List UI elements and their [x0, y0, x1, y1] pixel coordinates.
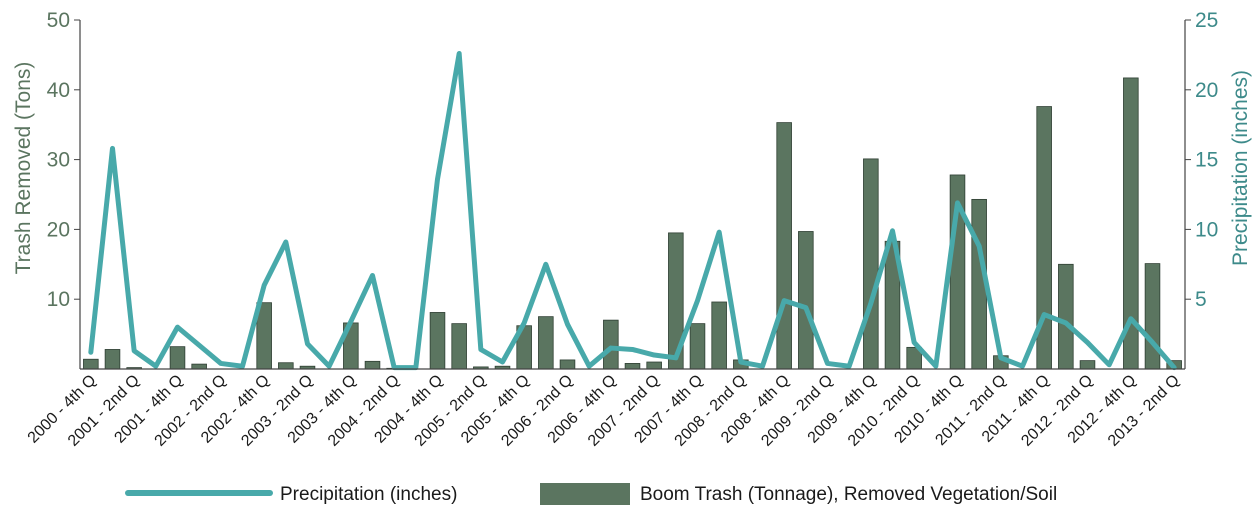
bar-series: [83, 77, 1182, 370]
legend: Precipitation (inches) Boom Trash (Tonna…: [125, 483, 1057, 505]
bar-2009-4thq: [863, 158, 879, 370]
right-axis-title: Precipitation (inches): [1229, 70, 1252, 266]
left-tick-label: 20: [47, 218, 70, 241]
bar-2012-1stq: [1058, 263, 1074, 370]
line-series: [88, 51, 1177, 371]
bar-2004-4thq: [429, 312, 446, 370]
axes: [79, 20, 1186, 370]
right-tick-label: 15: [1195, 149, 1218, 172]
precipitation-line: [88, 51, 1177, 371]
bar-2006-4thq: [603, 319, 619, 370]
left-axis-title: Trash Removed (Tons): [12, 62, 35, 275]
left-tick-label: 10: [47, 288, 70, 311]
right-axis-ticks: 5 10 15 20 25: [1185, 9, 1218, 311]
bar-2007-1stq: [624, 363, 641, 370]
right-tick-label: 20: [1195, 79, 1218, 102]
bar-2006-1stq: [538, 316, 554, 370]
bar-2001-1stq: [104, 349, 121, 370]
left-tick-label: 50: [47, 9, 70, 32]
left-axis-ticks: 10 20 30 40 50: [47, 9, 80, 311]
right-tick-label: 10: [1195, 218, 1218, 241]
left-tick-label: 30: [47, 149, 70, 172]
bar-2006-2ndq: [559, 359, 576, 370]
bar-2007-2ndq: [646, 361, 662, 370]
bar-2001-4thq: [169, 346, 186, 370]
bar-2008-1stq: [711, 301, 727, 370]
bar-2002-1stq: [191, 363, 207, 370]
bar-2008-4thq: [776, 122, 792, 370]
left-tick-label: 40: [47, 79, 70, 102]
right-tick-label: 25: [1195, 9, 1218, 32]
bar-2004-1stq: [364, 360, 381, 370]
bar-2000-4thq: [83, 358, 99, 370]
legend-line-label: Precipitation (inches): [280, 484, 457, 505]
bar-2005-1stq: [451, 323, 467, 370]
bar-2007-4thq: [689, 323, 706, 370]
bar-2003-1stq: [278, 362, 294, 370]
bar-2012-2ndq: [1079, 360, 1096, 370]
right-tick-label: 5: [1195, 288, 1207, 311]
legend-bar-swatch: [540, 483, 630, 505]
legend-bar-label: Boom Trash (Tonnage), Removed Vegetation…: [640, 484, 1057, 505]
bar-2013-1stq: [1144, 263, 1161, 370]
bar-2009-1stq: [798, 231, 814, 370]
